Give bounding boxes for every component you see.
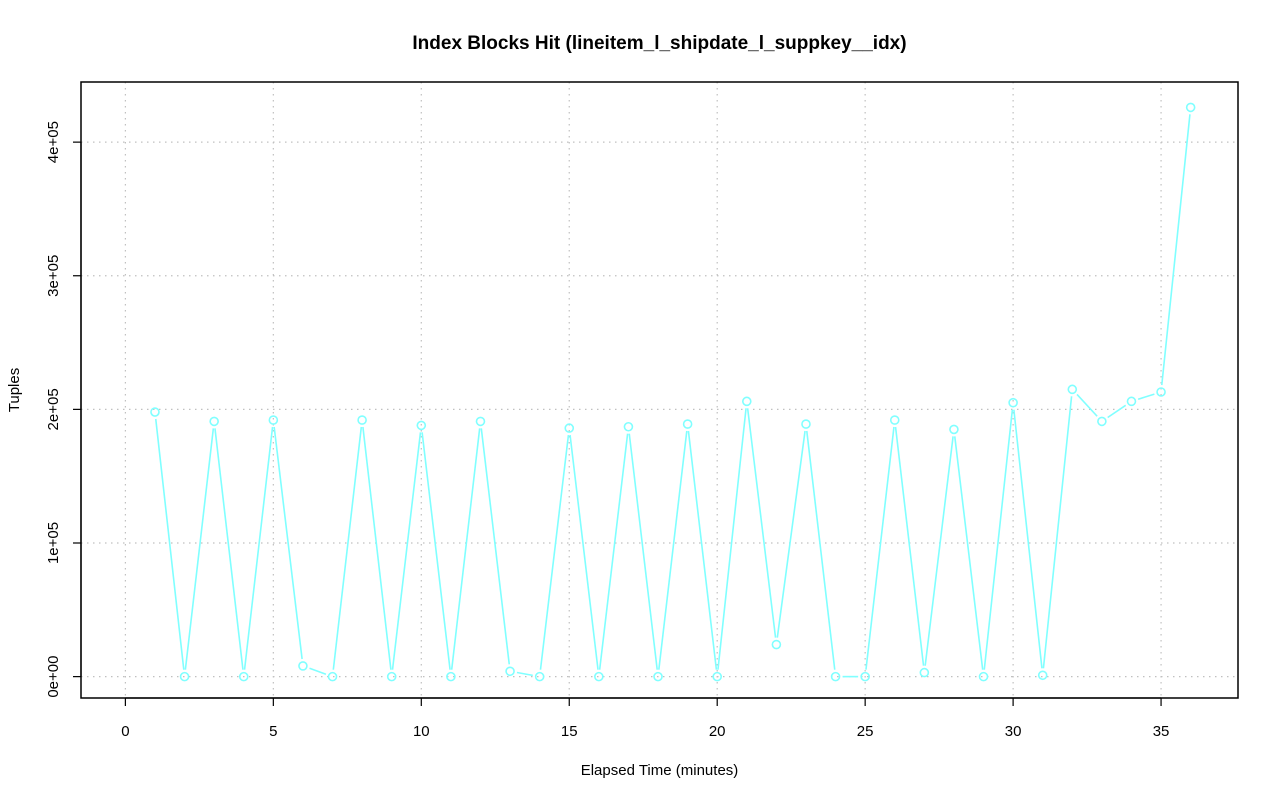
- series-line-segment: [1160, 114, 1191, 386]
- series-line-segment: [865, 426, 895, 670]
- data-point: [298, 661, 308, 671]
- axis-layer: 0 5 10 15 20 25 30 35 0e+00 1e+05 2e+05 3e+05 4e+05: [45, 121, 1169, 740]
- x-tick-label: 25: [857, 723, 874, 740]
- series-line-segment: [332, 426, 363, 670]
- series-line-segment: [924, 436, 954, 666]
- series-line-segment: [539, 434, 570, 670]
- data-point: [1067, 384, 1078, 395]
- data-point: [446, 671, 456, 682]
- y-tick-label: 2e+05: [45, 388, 62, 430]
- x-tick-label: 20: [709, 723, 726, 740]
- series-line-segment: [243, 426, 274, 670]
- data-point: [830, 671, 841, 682]
- series-line-segment: [309, 667, 327, 675]
- series-line-segment: [598, 433, 629, 670]
- data-point: [949, 424, 959, 435]
- data-point: [1156, 387, 1166, 397]
- series-line-segment: [1107, 404, 1127, 419]
- data-point: [919, 667, 930, 678]
- series-line-segment: [154, 418, 185, 670]
- data-point: [594, 671, 604, 682]
- data-point: [1097, 416, 1107, 427]
- series-line-segment: [953, 436, 984, 670]
- data-point: [653, 671, 663, 682]
- y-tick-label: 1e+05: [45, 522, 62, 564]
- series-line-segment: [391, 432, 422, 670]
- x-tick-label: 5: [269, 723, 277, 740]
- series-line-segment: [450, 428, 481, 670]
- data-point: [416, 420, 427, 431]
- series-line-segment: [569, 434, 599, 670]
- series-line-segment: [805, 430, 836, 670]
- x-tick-label: 0: [121, 723, 129, 740]
- data-point: [238, 671, 249, 682]
- data-point: [889, 415, 900, 425]
- series-line-segment: [273, 426, 303, 660]
- x-tick-label: 10: [413, 723, 430, 740]
- series-line-segment: [717, 408, 747, 670]
- plot-area-frame: [80, 81, 1239, 699]
- data-point: [1008, 397, 1018, 408]
- x-tick-label: 15: [561, 723, 578, 740]
- data-point: [712, 671, 723, 682]
- data-point: [860, 671, 870, 682]
- series-line-segment: [214, 428, 244, 670]
- data-point: [475, 416, 486, 427]
- data-point: [505, 666, 515, 677]
- data-point: [386, 671, 397, 682]
- x-tick-label: 30: [1005, 723, 1022, 740]
- data-point: [741, 396, 752, 407]
- data-point: [534, 671, 545, 682]
- series-line-segment: [658, 430, 688, 670]
- series-line-segment: [480, 428, 511, 665]
- data-point: [564, 423, 575, 433]
- series-line-segment: [1013, 409, 1043, 669]
- series-line-segment: [1076, 393, 1098, 417]
- series-line-segment: [421, 432, 451, 670]
- series-line-segment: [1042, 396, 1073, 669]
- series-0: [150, 102, 1196, 682]
- data-point: [268, 415, 279, 425]
- y-tick-label: 0e+00: [45, 656, 62, 698]
- series-line-segment: [776, 430, 806, 638]
- y-tick-label: 4e+05: [45, 121, 62, 163]
- data-point: [1037, 670, 1048, 681]
- data-point: [1126, 396, 1137, 407]
- series-layer: [150, 102, 1196, 682]
- series-line-segment: [516, 671, 533, 677]
- data-point: [978, 671, 989, 682]
- data-point: [209, 416, 219, 427]
- series-line-segment: [362, 426, 392, 670]
- data-point: [357, 415, 367, 425]
- series-line-segment: [1137, 393, 1155, 401]
- data-point: [801, 419, 811, 429]
- data-point: [771, 639, 782, 650]
- data-point: [682, 419, 693, 429]
- x-axis-label: Elapsed Time (minutes): [581, 762, 739, 779]
- series-line-segment: [746, 408, 777, 638]
- x-tick-label: 35: [1153, 723, 1170, 740]
- data-point: [1185, 102, 1196, 113]
- series-line-segment: [687, 430, 718, 670]
- data-point: [179, 671, 190, 682]
- data-point: [623, 421, 634, 432]
- series-line-segment: [894, 426, 925, 666]
- chart-title: Index Blocks Hit (lineitem_l_shipdate_l_…: [412, 33, 906, 54]
- grid-layer: [81, 82, 1238, 698]
- series-line-segment: [628, 433, 658, 670]
- y-tick-label: 3e+05: [45, 255, 62, 297]
- series-line-segment: [983, 409, 1014, 670]
- series-line-segment: [184, 428, 215, 670]
- data-point: [327, 671, 338, 682]
- data-point: [150, 407, 160, 417]
- y-axis-label: Tuples: [6, 368, 23, 412]
